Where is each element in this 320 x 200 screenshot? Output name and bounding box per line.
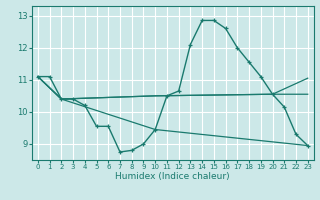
X-axis label: Humidex (Indice chaleur): Humidex (Indice chaleur)	[116, 172, 230, 181]
